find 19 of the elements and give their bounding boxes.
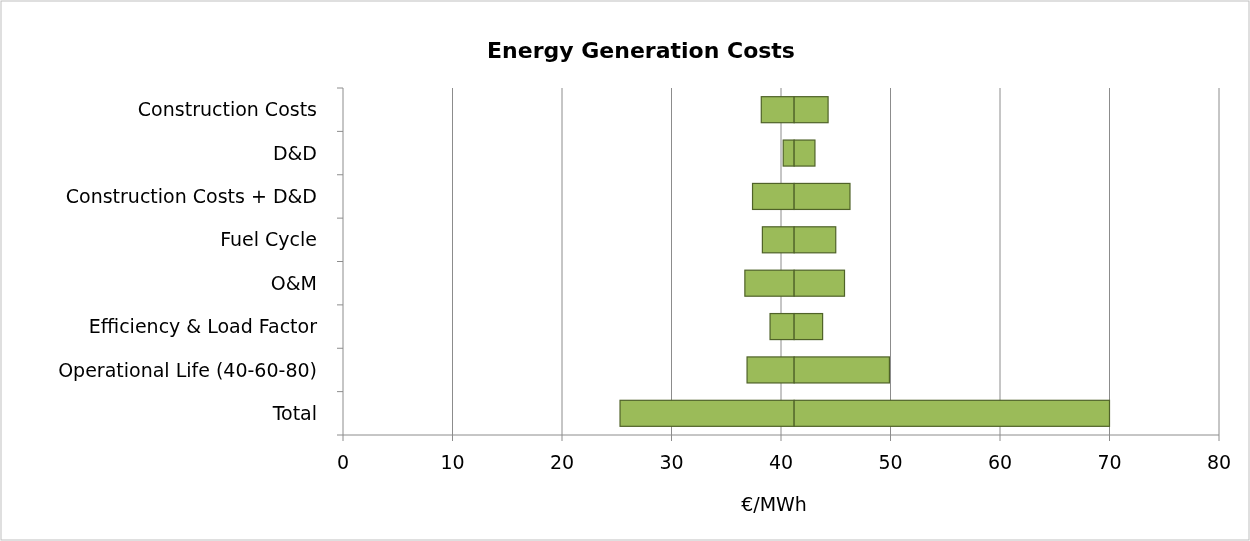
y-tick-label: Construction Costs: [137, 98, 317, 121]
chart-title: Energy Generation Costs: [487, 38, 795, 63]
y-tick-label: Operational Life (40-60-80): [58, 358, 317, 381]
y-tick-label: Total: [271, 401, 317, 424]
y-tick-label: Construction Costs + D&D: [65, 185, 317, 208]
x-tick-label: 50: [878, 451, 903, 473]
x-axis-title: €/MWh: [741, 493, 807, 515]
x-tick-label: 10: [440, 451, 465, 473]
x-tick-label: 70: [1097, 451, 1122, 473]
x-tick-label: 40: [768, 451, 794, 473]
y-tick-label: D&D: [272, 141, 317, 164]
y-tick-label: Efficiency & Load Factor: [88, 315, 318, 338]
x-tick-label: 30: [659, 451, 684, 473]
x-tick-label: 0: [336, 451, 350, 473]
x-tick-label: 80: [1206, 451, 1232, 473]
y-tick-label: Fuel Cycle: [220, 228, 317, 251]
x-tick-label: 20: [549, 451, 575, 473]
y-tick-label: O&M: [270, 271, 317, 294]
x-tick-label: 60: [987, 451, 1013, 473]
